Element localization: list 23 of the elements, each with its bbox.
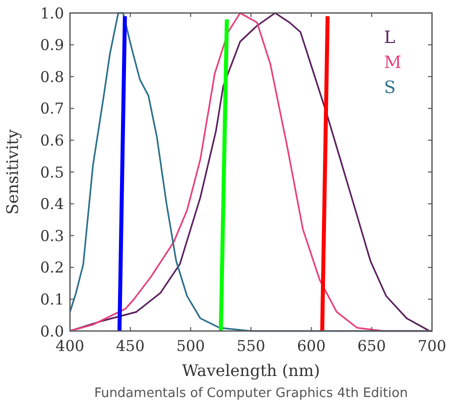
y-tick-label: 0.7: [40, 100, 64, 118]
x-tick-label: 700: [418, 337, 446, 355]
text: L: [384, 28, 396, 48]
y-tick-label: 1.0: [40, 4, 64, 22]
y-tick-label: 0.6: [40, 131, 64, 150]
x-tick-label: 550: [236, 337, 266, 355]
y-tick-label: 0.5: [40, 163, 64, 182]
x-tick-label: 500: [176, 337, 205, 355]
x-tick-label: 600: [297, 337, 326, 355]
text: M: [384, 53, 402, 73]
x-tick-label: 650: [357, 337, 386, 355]
y-tick-label: 0.9: [40, 36, 64, 54]
y-tick-label: 0.4: [40, 195, 64, 214]
x-tick-label: 450: [116, 337, 145, 355]
y-tick-label: 0.8: [40, 68, 64, 86]
x-axis-title: Wavelength (nm): [182, 361, 320, 380]
text: S: [384, 78, 396, 98]
y-axis-title: Sensitivity: [3, 129, 22, 215]
y-tick-label: 0.3: [40, 226, 64, 245]
text: Fundamentals of Computer Graphics 4th Edition: [94, 386, 408, 401]
y-tick-label: 0.1: [40, 290, 64, 308]
line-series: [70, 12, 432, 332]
y-tick-label: 0.2: [40, 258, 64, 277]
